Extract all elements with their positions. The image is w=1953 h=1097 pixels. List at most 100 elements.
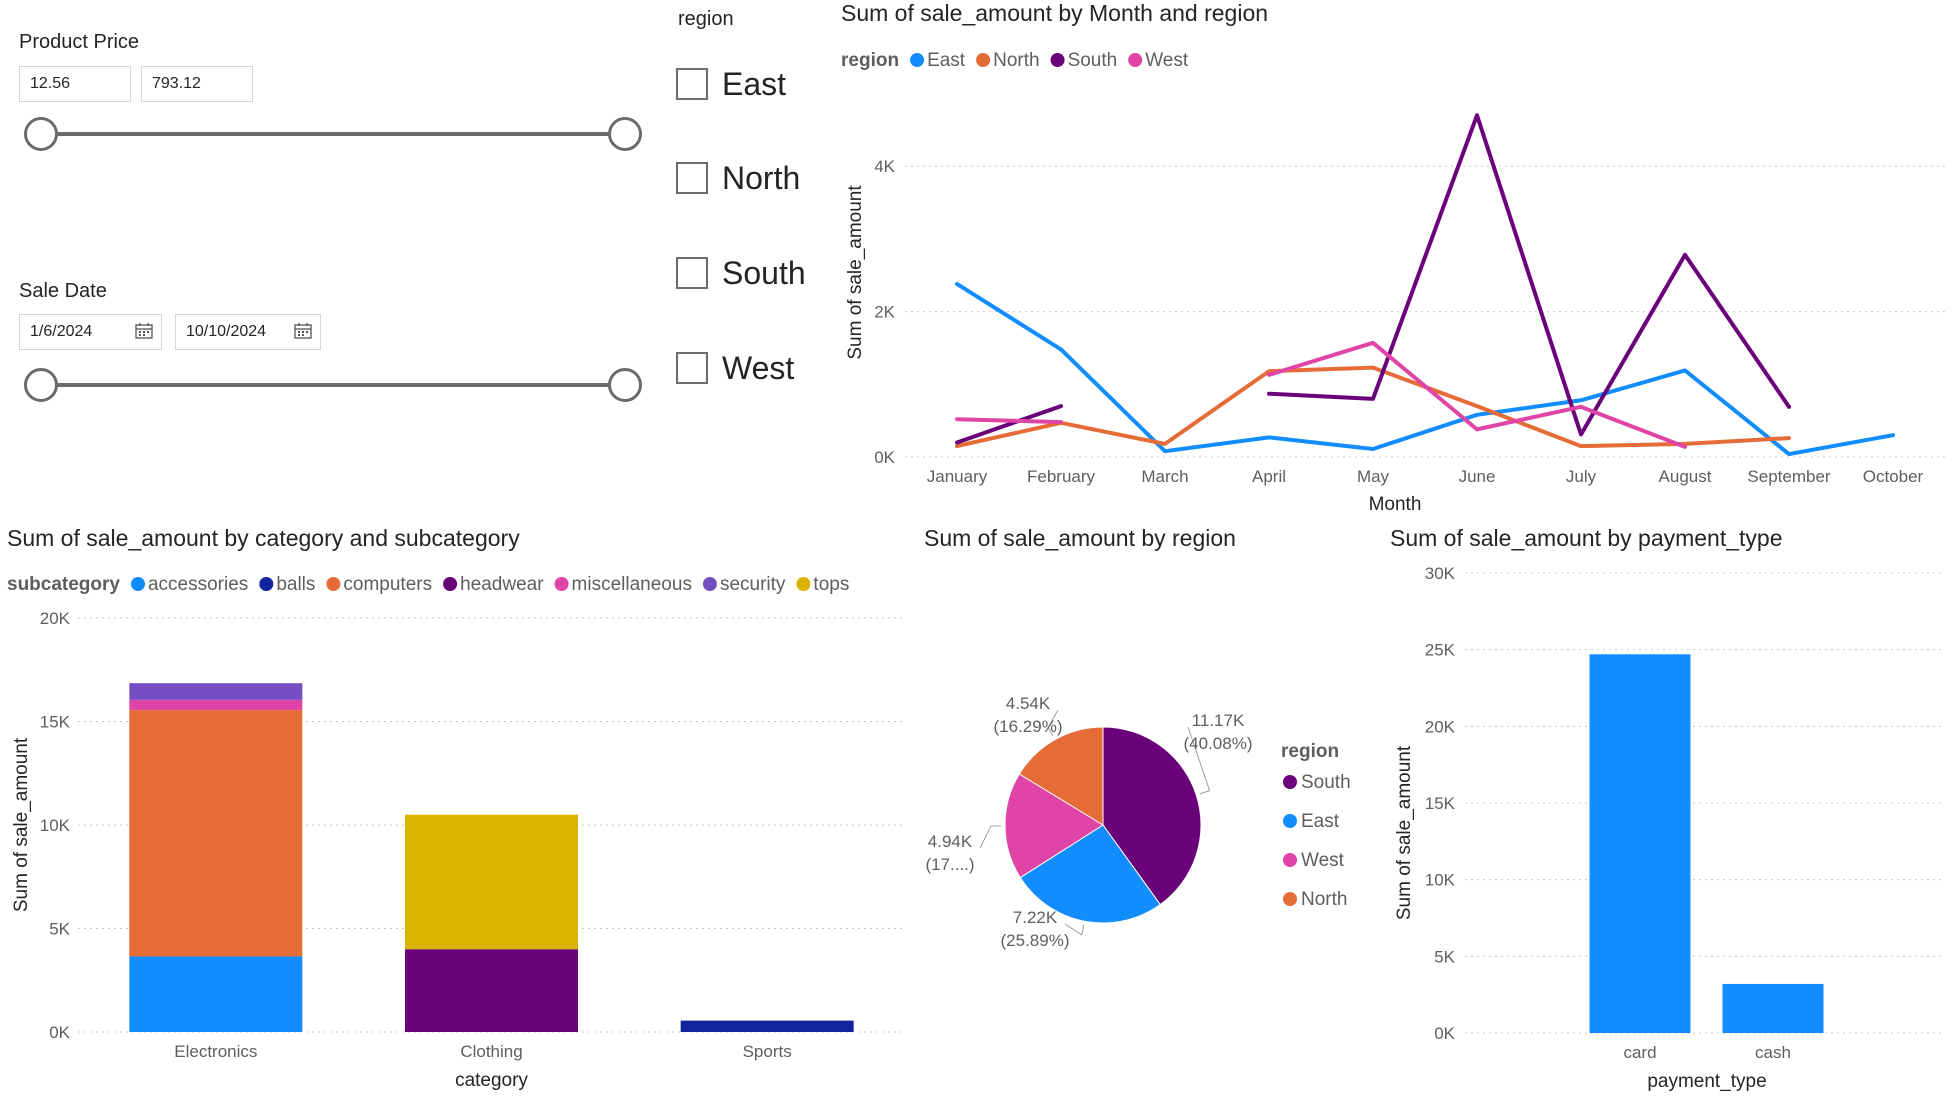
pie-percent-label: (25.89%): [1001, 931, 1070, 950]
y-tick-label: 25K: [1425, 641, 1456, 660]
pie-leader-line: [1187, 726, 1211, 795]
region-option-label: North: [722, 160, 801, 196]
y-tick-label: 0K: [1434, 1024, 1455, 1043]
x-tick-label: June: [1459, 467, 1496, 486]
checkbox[interactable]: [676, 352, 708, 384]
legend-item-west: West: [1145, 50, 1189, 71]
date-start-value: 1/6/2024: [30, 323, 93, 340]
bar-clothing-tops: [405, 814, 578, 950]
legend-marker-north: [1283, 892, 1297, 906]
region-slicer-title: region: [678, 8, 734, 30]
pie-chart[interactable]: 11.17K (40.08%) 7.22K (25.89%) 4.94K (17....)…: [925, 694, 1350, 950]
date-end-value: 10/10/2024: [186, 323, 267, 340]
pie-value-label: 4.54K: [1006, 694, 1051, 713]
series-line-west: [955, 417, 1063, 425]
pie-value-label: 11.17K: [1192, 711, 1245, 730]
date-slider-track[interactable]: [42, 383, 624, 387]
legend-marker-west: [1283, 853, 1297, 867]
x-tick-label: August: [1659, 467, 1712, 486]
date-start-input[interactable]: 1/6/2024: [19, 314, 162, 350]
legend-marker-south: [1050, 53, 1065, 67]
y-tick-label: 10K: [1425, 871, 1456, 890]
checkbox[interactable]: [676, 162, 708, 194]
date-slider-end-handle[interactable]: [608, 368, 642, 402]
region-option-label: East: [722, 66, 787, 102]
x-tick-label: February: [1027, 467, 1096, 486]
payment-bar-chart[interactable]: 0K 5K 10K 15K 20K 25K 30K card cash payment_type S…: [1394, 564, 1945, 1092]
y-tick-label: 20K: [40, 609, 71, 628]
legend-item-north: North: [1301, 889, 1347, 910]
y-tick-label: 10K: [40, 816, 71, 835]
x-tick-label: January: [927, 467, 988, 486]
price-slicer-title: Product Price: [19, 31, 140, 53]
legend-marker-north: [976, 53, 991, 67]
series-line-west: [1267, 340, 1687, 449]
pie-leader-line: [979, 825, 1002, 849]
x-tick-label: cash: [1755, 1043, 1791, 1062]
legend-marker-west: [1128, 53, 1143, 67]
x-tick-label: September: [1747, 467, 1830, 486]
region-option-label: West: [722, 350, 795, 386]
legend-item-headwear: headwear: [460, 574, 544, 595]
x-axis-label: payment_type: [1647, 1071, 1766, 1092]
bar-cash: [1722, 983, 1824, 1033]
price-slider-min-handle[interactable]: [24, 117, 58, 151]
legend-title: region: [841, 50, 899, 71]
y-axis-label: Sum of sale_amount: [845, 185, 866, 360]
price-min-input[interactable]: 12.56: [19, 66, 131, 102]
price-slider-max-handle[interactable]: [608, 117, 642, 151]
legend-item-accessories: accessories: [148, 574, 248, 595]
checkbox[interactable]: [676, 257, 708, 289]
bar-sports-balls: [680, 1020, 854, 1032]
calendar-icon[interactable]: [135, 323, 153, 339]
pie-slice-east: [1019, 824, 1161, 924]
legend-marker-east: [1283, 814, 1297, 828]
region-option-label: South: [722, 255, 806, 291]
bar-card: [1589, 654, 1691, 1033]
calendar-icon[interactable]: [294, 323, 312, 339]
legend-marker-computers: [326, 577, 341, 591]
date-slicer-title: Sale Date: [19, 280, 107, 302]
y-tick-label: 4K: [874, 157, 895, 176]
pie-percent-label: (17....): [925, 855, 974, 874]
pie-slice-north: [1018, 726, 1104, 826]
legend-marker-east: [910, 53, 925, 67]
legend-item-miscellaneous: miscellaneous: [572, 574, 692, 595]
legend-item-tops: tops: [813, 574, 849, 595]
y-tick-label: 30K: [1425, 564, 1456, 583]
legend-marker-accessories: [130, 577, 145, 591]
series-line-south: [955, 404, 1063, 445]
x-tick-label: card: [1623, 1043, 1656, 1062]
pie-value-label: 4.94K: [928, 832, 973, 851]
x-tick-label: May: [1357, 467, 1390, 486]
line-chart-title: Sum of sale_amount by Month and region: [841, 0, 1269, 26]
pie-value-label: 7.22K: [1013, 908, 1058, 927]
payment-chart-title: Sum of sale_amount by payment_type: [1390, 525, 1783, 551]
pie-percent-label: (16.29%): [994, 717, 1063, 736]
date-slider-start-handle[interactable]: [24, 368, 58, 402]
price-slider-track[interactable]: [42, 132, 624, 136]
legend-marker-balls: [259, 577, 274, 591]
date-end-input[interactable]: 10/10/2024: [175, 314, 321, 350]
y-axis-label: Sum of sale_amount: [11, 737, 32, 912]
y-tick-label: 20K: [1425, 717, 1456, 736]
x-tick-label: Electronics: [174, 1042, 257, 1061]
price-max-input[interactable]: 793.12: [141, 66, 253, 102]
checkbox[interactable]: [676, 68, 708, 100]
x-tick-label: April: [1252, 467, 1286, 486]
legend-item-south: South: [1301, 772, 1351, 793]
legend-item-west: West: [1301, 850, 1345, 871]
legend-item-computers: computers: [343, 574, 432, 595]
x-axis-label: Month: [1369, 494, 1422, 515]
x-axis-label: category: [455, 1070, 528, 1091]
legend-marker-south: [1283, 775, 1297, 789]
stacked-bar-chart[interactable]: subcategory accessories balls computers head…: [7, 574, 905, 1091]
x-tick-label: October: [1863, 467, 1924, 486]
pie-chart-title: Sum of sale_amount by region: [924, 525, 1236, 551]
legend-title: region: [1281, 741, 1339, 762]
y-tick-label: 15K: [1425, 794, 1456, 813]
pie-leader-line: [1064, 923, 1085, 936]
pie-slice-west: [1004, 773, 1104, 879]
line-chart[interactable]: region East North South West 0K 2K 4K January Feb…: [841, 50, 1945, 515]
